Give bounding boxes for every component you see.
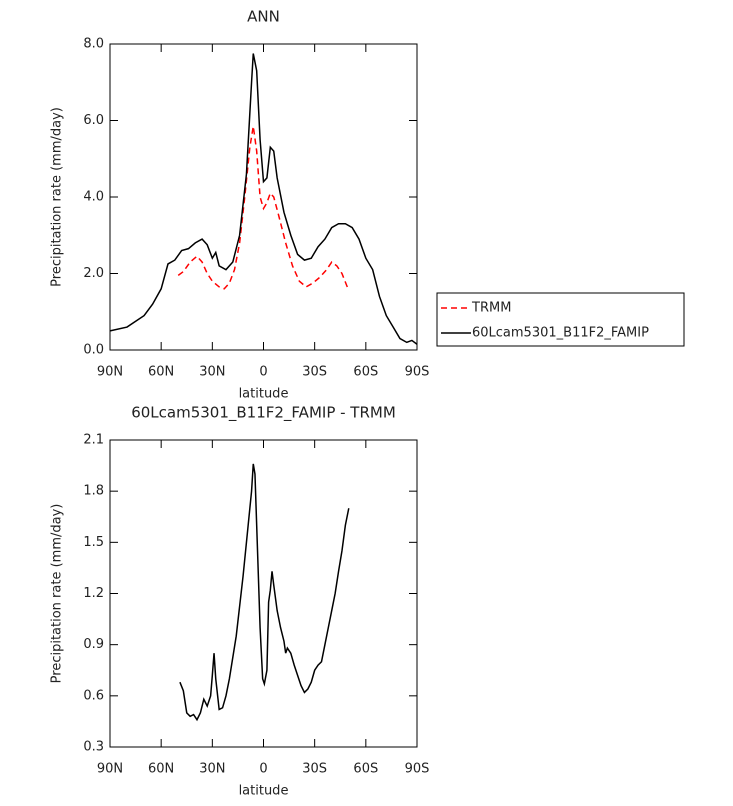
y-tick-label: 8.0 bbox=[83, 37, 104, 52]
x-tick-label: 30S bbox=[302, 762, 327, 777]
chart-title: ANN bbox=[247, 8, 280, 26]
y-axis-label: Precipitation rate (mm/day) bbox=[50, 107, 65, 287]
legend-label: 60Lcam5301_B11F2_FAMIP bbox=[472, 326, 649, 341]
y-tick-label: 0.6 bbox=[83, 688, 104, 703]
plot-frame bbox=[109, 439, 418, 748]
x-tick-label: 0 bbox=[259, 762, 267, 777]
y-tick-label: 4.0 bbox=[83, 190, 104, 205]
y-tick-label: 1.8 bbox=[83, 484, 104, 499]
x-tick-label: 90S bbox=[405, 365, 430, 380]
x-tick-label: 60S bbox=[353, 762, 378, 777]
x-tick-label: 60N bbox=[148, 762, 174, 777]
y-tick-label: 2.0 bbox=[83, 266, 104, 281]
legend-box bbox=[436, 292, 685, 347]
y-tick-label: 0.0 bbox=[83, 343, 104, 358]
x-axis-label: latitude bbox=[239, 387, 289, 402]
y-tick-label: 0.9 bbox=[83, 637, 104, 652]
x-tick-label: 30N bbox=[199, 762, 225, 777]
x-tick-label: 60S bbox=[353, 365, 378, 380]
y-tick-label: 0.3 bbox=[83, 740, 104, 755]
plot-frame bbox=[109, 43, 418, 351]
x-tick-label: 90N bbox=[97, 762, 123, 777]
x-axis-label: latitude bbox=[239, 784, 289, 799]
line-series bbox=[179, 463, 350, 722]
x-tick-label: 30N bbox=[199, 365, 225, 380]
y-tick-label: 6.0 bbox=[83, 113, 104, 128]
x-tick-label: 0 bbox=[259, 365, 267, 380]
legend-label: TRMM bbox=[471, 301, 511, 316]
y-tick-label: 1.2 bbox=[83, 586, 104, 601]
chart-title: 60Lcam5301_B11F2_FAMIP - TRMM bbox=[131, 404, 396, 423]
y-axis-label: Precipitation rate (mm/day) bbox=[50, 504, 65, 684]
x-tick-label: 90S bbox=[405, 762, 430, 777]
line-series bbox=[109, 53, 418, 345]
x-tick-label: 60N bbox=[148, 365, 174, 380]
x-tick-label: 30S bbox=[302, 365, 327, 380]
y-tick-label: 1.5 bbox=[83, 535, 104, 550]
x-tick-label: 90N bbox=[97, 365, 123, 380]
line-series bbox=[177, 126, 350, 291]
y-tick-label: 2.1 bbox=[83, 433, 104, 448]
